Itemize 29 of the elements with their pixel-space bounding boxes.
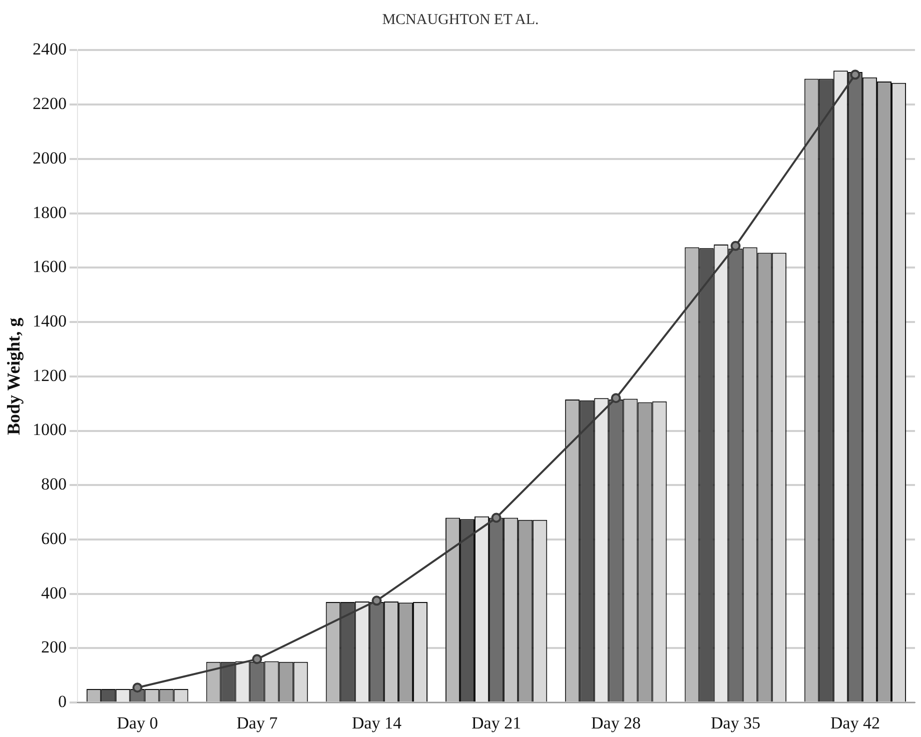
point bbox=[730, 240, 741, 251]
y-tick-label: 800 bbox=[41, 474, 67, 494]
y-tick-label: 600 bbox=[41, 528, 67, 548]
y-tick-label: 1200 bbox=[32, 366, 67, 385]
y-tick-label: 1400 bbox=[32, 312, 67, 330]
y-tick-label: 400 bbox=[41, 583, 67, 602]
chart-title: MCNAUGHTON ET AL. bbox=[381, 12, 540, 29]
x-tick-label: Day 14 bbox=[352, 713, 402, 732]
point bbox=[132, 682, 142, 693]
y-axis-title: Body Weight, g bbox=[3, 318, 24, 435]
y-tick-label: 2400 bbox=[32, 40, 67, 59]
y-tick-label: 1600 bbox=[32, 257, 67, 276]
x-tick-label: Day 21 bbox=[472, 713, 522, 732]
point bbox=[850, 70, 860, 80]
point bbox=[491, 512, 502, 523]
y-tick-label: 0 bbox=[58, 692, 67, 712]
y-tick-label: 2200 bbox=[32, 94, 67, 114]
x-tick-label: Day 7 bbox=[236, 713, 278, 732]
x-tick-label: Day 35 bbox=[710, 713, 760, 732]
x-tick-label: Day 0 bbox=[116, 713, 158, 732]
y-tick-label: 200 bbox=[41, 638, 67, 657]
y-tick-label: 2000 bbox=[32, 148, 67, 168]
point bbox=[252, 654, 262, 664]
x-tick-label: Day 42 bbox=[830, 713, 880, 732]
y-tick-label: 1000 bbox=[32, 420, 67, 440]
point bbox=[610, 393, 621, 404]
x-tick-label: Day 28 bbox=[591, 713, 641, 732]
point bbox=[372, 596, 382, 606]
y-tick-label: 1800 bbox=[32, 202, 67, 222]
